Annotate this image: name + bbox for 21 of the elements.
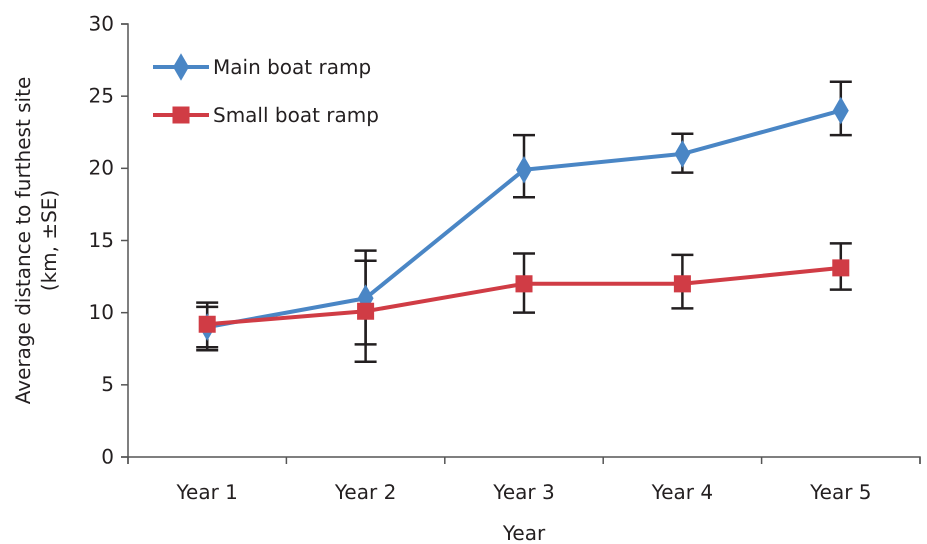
y-tick-label: 25	[88, 84, 114, 108]
y-tick-label: 0	[101, 444, 114, 468]
point	[198, 316, 216, 333]
x-tick-label: Year 4	[650, 480, 714, 504]
y-tick-label: 20	[88, 156, 114, 180]
x-tick-label: Year 1	[175, 480, 238, 504]
x-tick-label: Year 5	[809, 480, 872, 504]
x-axis-title: Year	[502, 521, 546, 544]
point	[515, 275, 533, 292]
point	[674, 275, 691, 292]
legend-label: Main boat ramp	[213, 55, 372, 79]
y-tick-label: 5	[101, 372, 114, 396]
point	[357, 302, 374, 320]
x-tick-label: Year 2	[334, 480, 396, 504]
y-tick-label: 10	[88, 300, 114, 324]
y-tick-label: 30	[88, 11, 114, 36]
x-tick-label: Year 3	[492, 480, 555, 504]
y-axis-title: Average distance to furthest site (km, ±SE)	[11, 76, 61, 404]
legend-label: Small boat ramp	[213, 103, 379, 127]
y-tick-label: 15	[88, 228, 114, 252]
point	[832, 259, 850, 276]
